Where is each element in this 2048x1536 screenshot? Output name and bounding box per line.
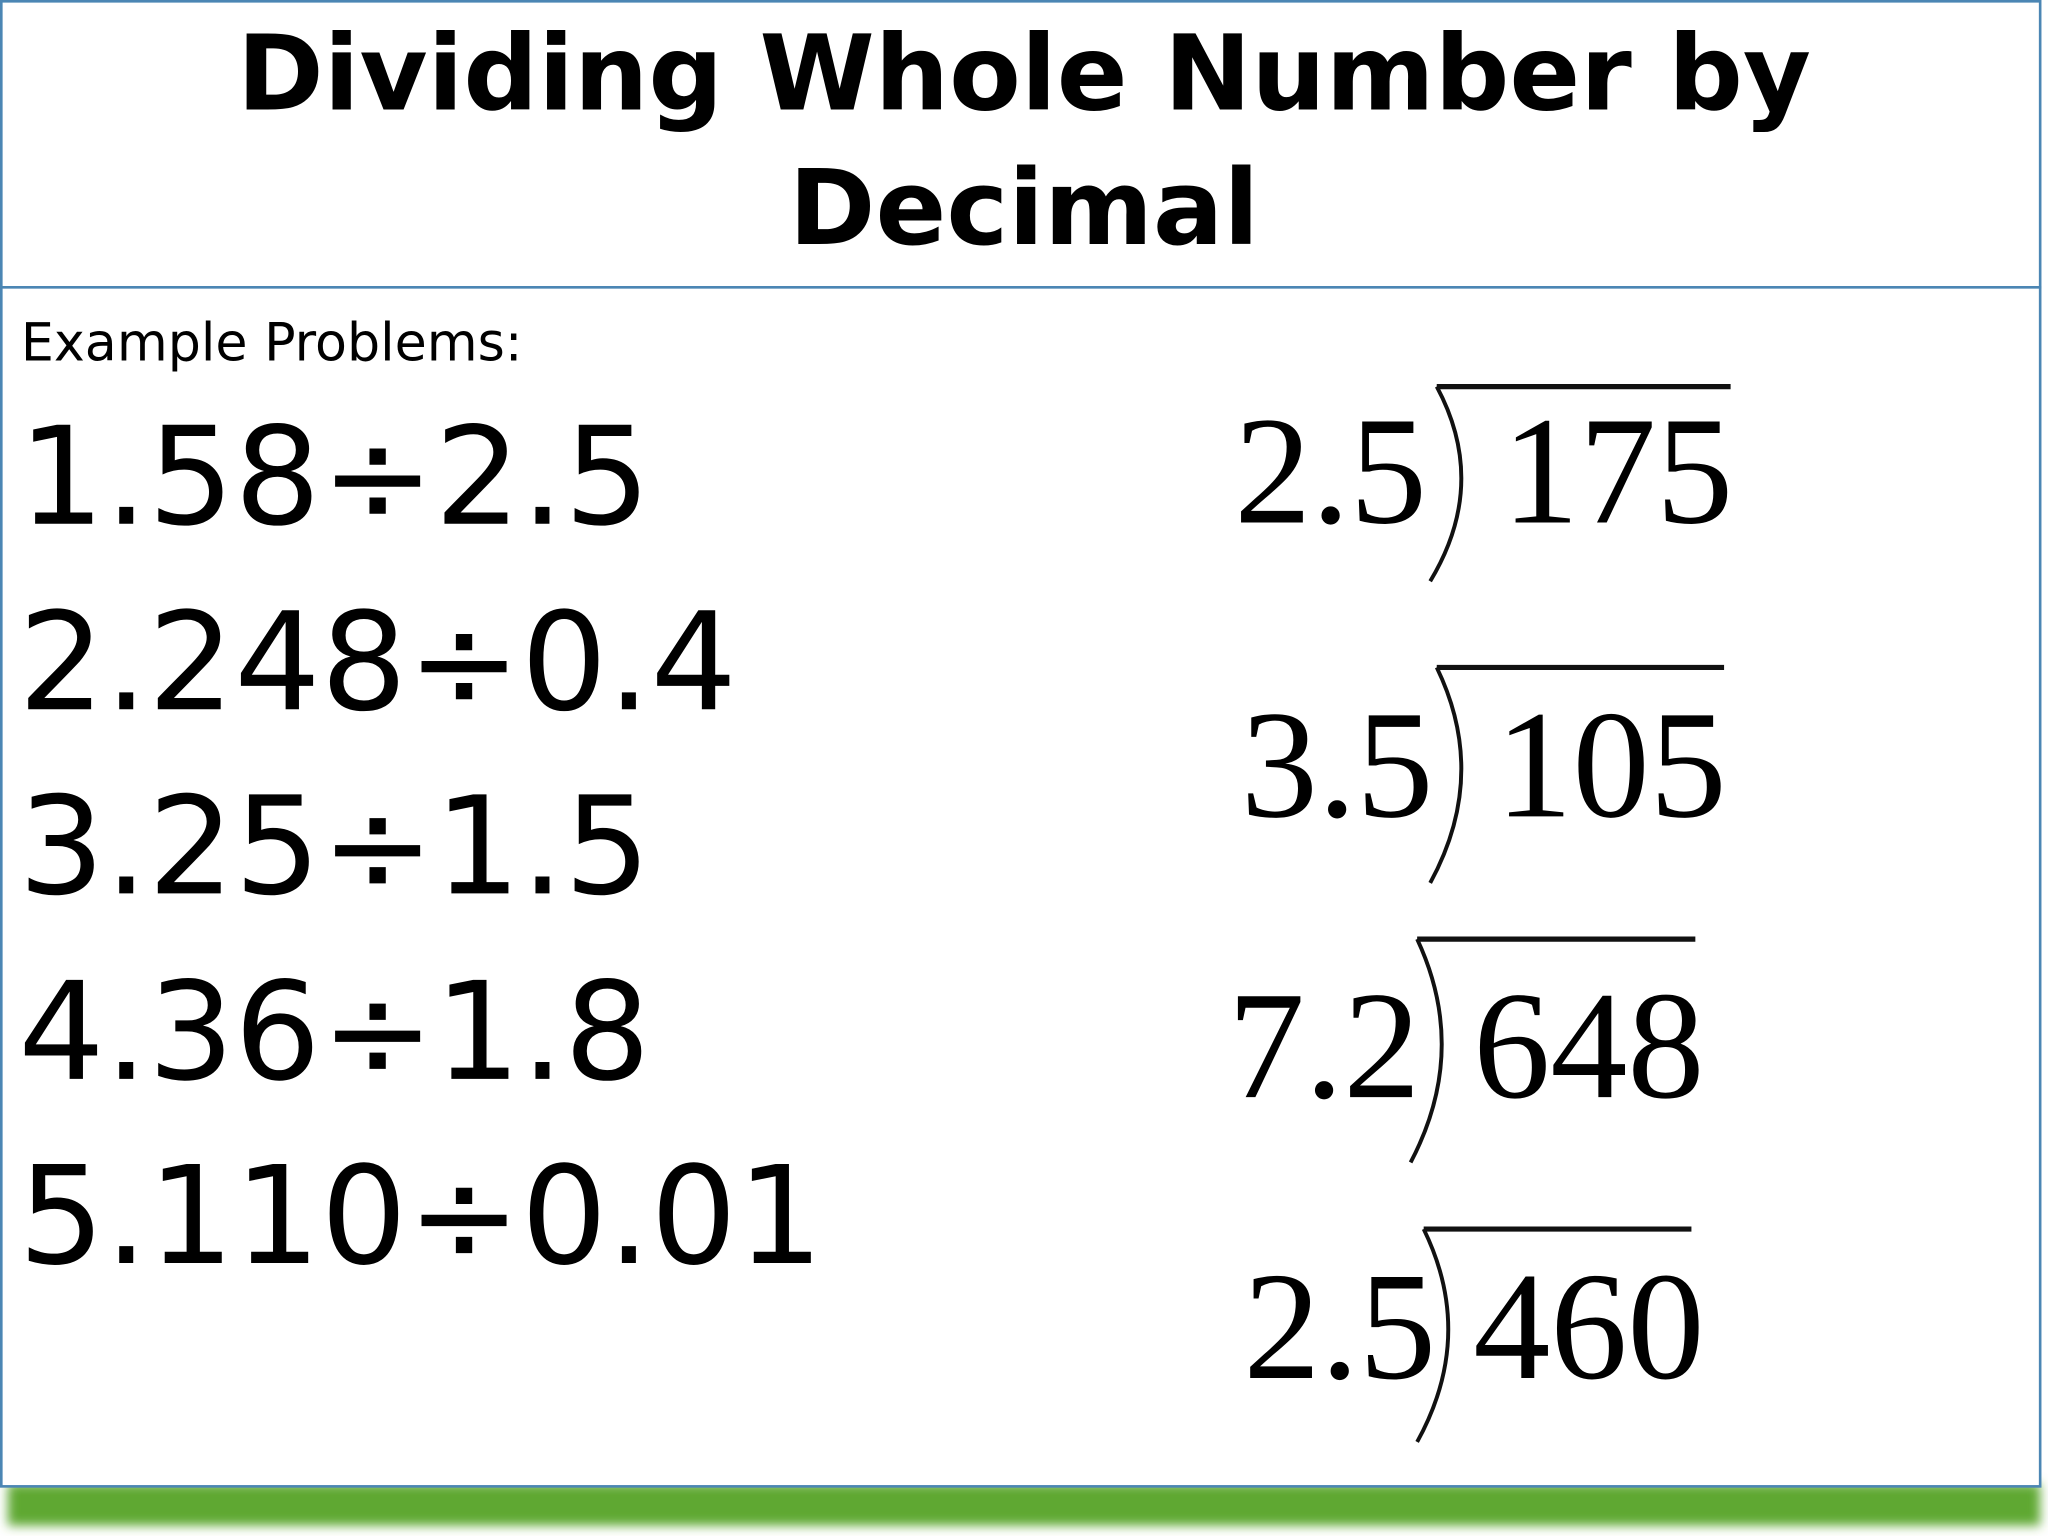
subtitle: Example Problems: [21,313,523,373]
dividend: 105 [1496,680,1727,850]
divisor: 3.5 [1241,680,1434,850]
problem: 4.36÷1.8 [18,954,650,1112]
division-bracket [1428,666,1464,884]
title-box [0,0,2042,289]
problem: 5.110÷0.01 [18,1138,823,1296]
problem: 2.248÷0.4 [18,584,737,742]
content-box [0,286,2042,1488]
problem: 1.58÷2.5 [18,399,650,557]
problem: 3.25÷1.5 [18,768,650,926]
dividend: 648 [1473,961,1704,1131]
division-bracket [1408,938,1444,1164]
divisor: 7.2 [1228,961,1421,1131]
division-bracket [1415,1228,1451,1443]
divisor: 2.5 [1234,386,1427,556]
dividend: 460 [1473,1242,1704,1412]
content: 1.58÷2.5 2.248÷0.4 3.25÷1.5 4.36÷1.8 5.110÷0… [18,383,1733,1443]
title-line-1: Dividing Whole Number by [237,13,1811,135]
division-bracket [1428,385,1464,583]
divisor: 2.5 [1243,1242,1436,1412]
green-strip [7,1483,2041,1526]
dividend: 175 [1502,386,1733,556]
title-line-2: Decimal [789,147,1259,269]
